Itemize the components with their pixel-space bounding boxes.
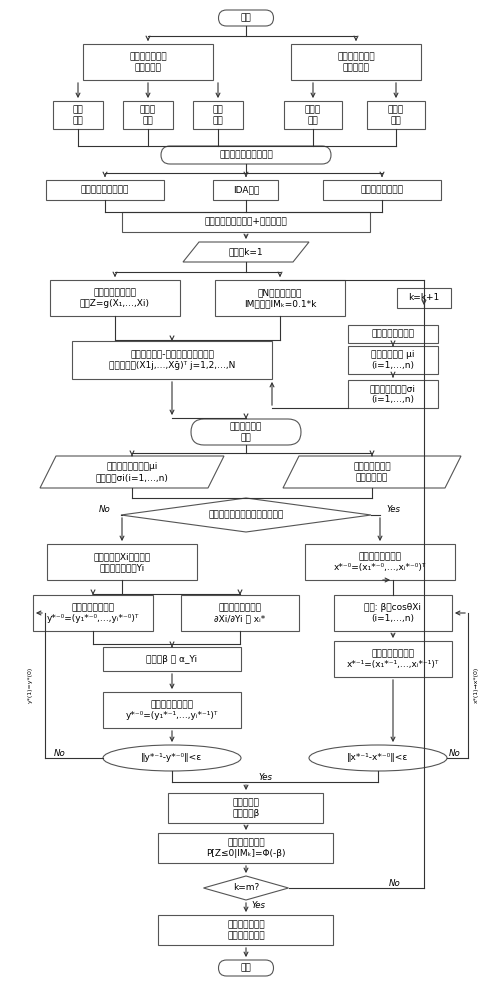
Text: 建立地震动样本库: 建立地震动样本库 xyxy=(360,186,404,194)
Polygon shape xyxy=(183,242,309,262)
FancyBboxPatch shape xyxy=(348,380,438,408)
FancyBboxPatch shape xyxy=(181,595,299,631)
Text: 计算响应标准差σi
(i=1,…,n): 计算响应标准差σi (i=1,…,n) xyxy=(370,384,416,404)
Text: x*(1)→x*(0): x*(1)→x*(0) xyxy=(473,667,479,703)
Text: k=k+1: k=k+1 xyxy=(409,294,439,302)
Text: ‖y*⁻¹-y*⁻⁰‖<ε: ‖y*⁻¹-y*⁻⁰‖<ε xyxy=(141,754,203,762)
FancyBboxPatch shape xyxy=(46,180,164,200)
Text: 计算损伤概率：
P[Z≤0|IMₖ]=Φ(-β): 计算损伤概率： P[Z≤0|IMₖ]=Φ(-β) xyxy=(206,838,286,858)
FancyBboxPatch shape xyxy=(334,595,452,631)
Text: ‖x*⁻¹-x*⁻⁰‖<ε: ‖x*⁻¹-x*⁻⁰‖<ε xyxy=(347,754,409,762)
FancyBboxPatch shape xyxy=(159,915,333,945)
Text: No: No xyxy=(54,748,66,758)
Text: 将指标变量Xi变换为标
准正态指标变量Yi: 将指标变量Xi变换为标 准正态指标变量Yi xyxy=(93,552,151,572)
Text: 建立桥梁构件状态
方程Z=g(X₁,…,Xi): 建立桥梁构件状态 方程Z=g(X₁,…,Xi) xyxy=(80,288,150,308)
FancyBboxPatch shape xyxy=(334,641,452,677)
FancyBboxPatch shape xyxy=(218,10,273,26)
FancyBboxPatch shape xyxy=(50,280,180,316)
Text: 计算新的验算点：
x*⁻¹=(x₁*⁻¹,…,xᵢ*⁻¹)ᵀ: 计算新的验算点： x*⁻¹=(x₁*⁻¹,…,xᵢ*⁻¹)ᵀ xyxy=(347,649,439,669)
Text: 输入：k=1: 输入：k=1 xyxy=(229,247,263,256)
FancyBboxPatch shape xyxy=(83,44,213,80)
FancyBboxPatch shape xyxy=(159,833,333,863)
Text: 分析数据分布特征: 分析数据分布特征 xyxy=(372,330,414,338)
FancyBboxPatch shape xyxy=(348,325,438,343)
FancyBboxPatch shape xyxy=(122,212,370,232)
Text: 开始计算可靠
指标: 开始计算可靠 指标 xyxy=(230,422,262,442)
Text: 计算响应均値 μi
(i=1,…,n): 计算响应均値 μi (i=1,…,n) xyxy=(371,350,415,370)
Text: Yes: Yes xyxy=(258,774,272,782)
Text: 判断指标变量是否服从正态分布: 判断指标变量是否服从正态分布 xyxy=(208,510,284,520)
Text: 拉丁超立法体抽样方法: 拉丁超立法体抽样方法 xyxy=(219,150,273,159)
Text: 混凝土
强度: 混凝土 强度 xyxy=(140,105,156,125)
Ellipse shape xyxy=(309,745,447,771)
Text: 确定水平地震动方向+竖向地震动: 确定水平地震动方向+竖向地震动 xyxy=(205,218,287,227)
FancyBboxPatch shape xyxy=(168,793,324,823)
Text: 开始: 开始 xyxy=(241,13,251,22)
Text: 计算: β和cosθXi
(i=1,…,n): 计算: β和cosθXi (i=1,…,n) xyxy=(364,603,421,623)
Text: 输出：构件
可靠指标β: 输出：构件 可靠指标β xyxy=(232,798,260,818)
Text: 确定桥梁结构地
震波的输入: 确定桥梁结构地 震波的输入 xyxy=(337,52,375,72)
FancyBboxPatch shape xyxy=(47,544,197,580)
Text: No: No xyxy=(449,748,461,758)
FancyBboxPatch shape xyxy=(53,101,103,129)
Polygon shape xyxy=(203,876,289,900)
Text: Yes: Yes xyxy=(251,902,265,910)
Text: 输入指标变量均値μi
和标准差σi(i=1,…,n): 输入指标变量均値μi 和标准差σi(i=1,…,n) xyxy=(96,462,168,482)
Text: 构件
行为: 构件 行为 xyxy=(213,105,223,125)
FancyBboxPatch shape xyxy=(218,960,273,976)
Text: 计算新的验算点：
y*⁻⁰=(y₁*⁻¹,…,yᵢ*⁻¹)ᵀ: 计算新的验算点： y*⁻⁰=(y₁*⁻¹,…,yᵢ*⁻¹)ᵀ xyxy=(126,700,218,720)
Text: 假定初始验算点：
x*⁻⁰=(x₁*⁻⁰,…,xᵢ*⁻⁰)ᵀ: 假定初始验算点： x*⁻⁰=(x₁*⁻⁰,…,xᵢ*⁻⁰)ᵀ xyxy=(334,552,426,572)
Text: 输出：构件多维
地震易损性曲线: 输出：构件多维 地震易损性曲线 xyxy=(227,920,265,940)
Text: 建立桥梁模型样本库: 建立桥梁模型样本库 xyxy=(81,186,129,194)
Text: Yes: Yes xyxy=(386,506,400,514)
Text: 记录地
震波: 记录地 震波 xyxy=(305,105,321,125)
Ellipse shape xyxy=(103,745,241,771)
FancyBboxPatch shape xyxy=(397,288,451,308)
FancyBboxPatch shape xyxy=(103,647,241,671)
Text: No: No xyxy=(99,506,111,514)
FancyBboxPatch shape xyxy=(323,180,441,200)
Polygon shape xyxy=(283,456,461,488)
FancyBboxPatch shape xyxy=(291,44,421,80)
FancyBboxPatch shape xyxy=(215,280,345,316)
FancyBboxPatch shape xyxy=(305,544,455,580)
FancyBboxPatch shape xyxy=(214,180,278,200)
FancyBboxPatch shape xyxy=(191,419,301,445)
Text: y*(1)=y*(0): y*(1)=y*(0) xyxy=(27,667,32,703)
FancyBboxPatch shape xyxy=(161,146,331,164)
Text: k=m?: k=m? xyxy=(233,884,259,892)
FancyBboxPatch shape xyxy=(123,101,173,129)
FancyBboxPatch shape xyxy=(348,346,438,374)
FancyBboxPatch shape xyxy=(193,101,243,129)
Text: No: No xyxy=(389,880,401,888)
Text: 确定桥梁结构参
数不确定性: 确定桥梁结构参 数不确定性 xyxy=(129,52,167,72)
Text: 将N条地震动强度
IM调整为IMₖ=0.1*k: 将N条地震动强度 IM调整为IMₖ=0.1*k xyxy=(244,288,316,308)
Text: 结束: 结束 xyxy=(241,964,251,972)
FancyBboxPatch shape xyxy=(367,101,425,129)
Text: 假定初始验算点：
y*⁻⁰=(y₁*⁻⁰,…,yᵢ*⁻⁰)ᵀ: 假定初始验算点： y*⁻⁰=(y₁*⁻⁰,…,yᵢ*⁻⁰)ᵀ xyxy=(47,603,139,623)
Text: 利用迭代式计算：
∂Xi/∂Yi 和 xᵢ*: 利用迭代式计算： ∂Xi/∂Yi 和 xᵢ* xyxy=(215,603,266,623)
Text: 钉筋
强度: 钉筋 强度 xyxy=(73,105,83,125)
FancyBboxPatch shape xyxy=(72,341,272,379)
Polygon shape xyxy=(40,456,224,488)
Text: 人工地
震波: 人工地 震波 xyxy=(388,105,404,125)
Text: 结构时程分析-提取桥梁构件的最大
动力响应値(X1j,…,Xḡ)ᵀ j=1,2,…,N: 结构时程分析-提取桥梁构件的最大 动力响应値(X1j,…,Xḡ)ᵀ j=1,2,… xyxy=(109,350,235,370)
FancyBboxPatch shape xyxy=(103,692,241,728)
Text: IDA分析: IDA分析 xyxy=(233,186,259,194)
Polygon shape xyxy=(121,498,371,532)
FancyBboxPatch shape xyxy=(284,101,342,129)
Text: 计算：β 和 α_Yi: 计算：β 和 α_Yi xyxy=(146,654,197,664)
FancyBboxPatch shape xyxy=(33,595,153,631)
Text: 输入构件最大动
力响应指标値: 输入构件最大动 力响应指标値 xyxy=(353,462,391,482)
